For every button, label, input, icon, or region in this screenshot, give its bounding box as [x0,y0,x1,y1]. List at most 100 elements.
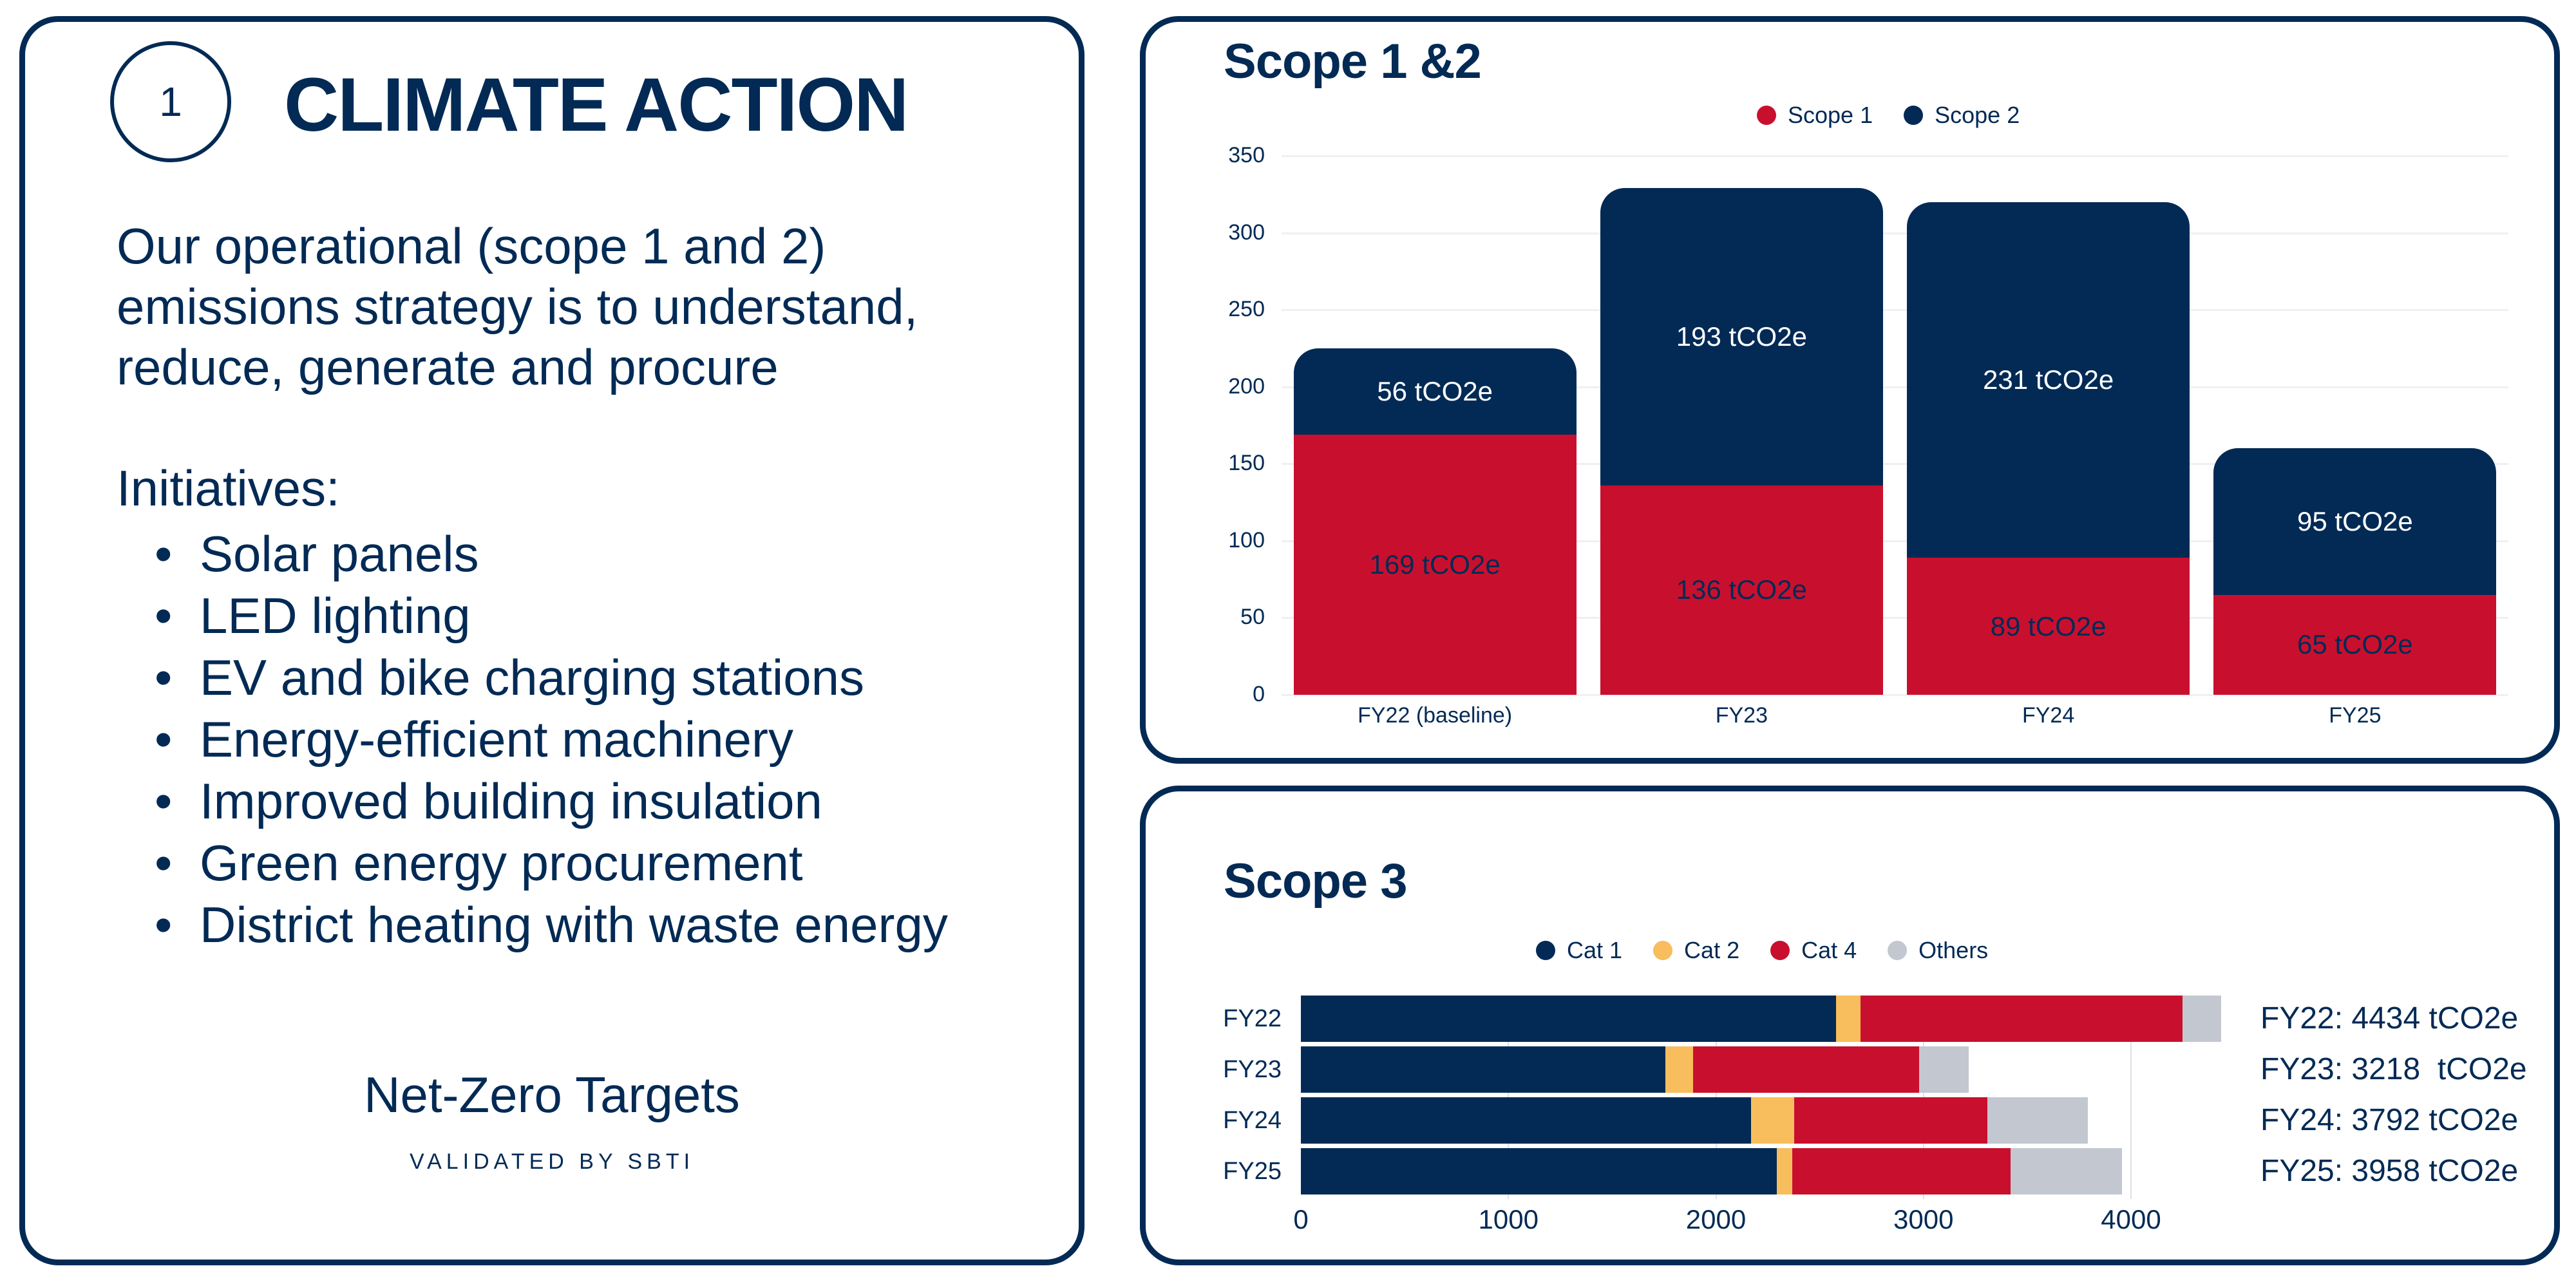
legend-swatch-icon [1653,941,1673,960]
data-label: 95 tCO2e [2297,505,2413,536]
bar-segment [1692,1046,1920,1093]
strategy-line: reduce, generate and procure [117,339,779,395]
legend-label: Cat 4 [1801,937,1857,963]
data-label: 65 tCO2e [2297,629,2413,660]
bullet-icon: • [155,525,173,582]
x-tick-label: 4000 [2101,1204,2161,1234]
initiative-label: Improved building insulation [200,773,822,829]
gridline [1282,232,2508,234]
bullet-icon: • [155,711,173,768]
legend-item: Cat 2 [1653,937,1739,964]
gridline [2130,996,2132,1199]
strategy-line: emissions strategy is to understand, [117,278,918,335]
x-tick-label: 0 [1293,1204,1309,1234]
legend-item: Others [1888,937,1988,964]
y-tick-label: 50 [1240,605,1265,630]
bar-stack: 169 tCO2e 56 tCO2e [1293,348,1577,695]
bar-segment [1861,996,2183,1042]
bar-segment [1794,1097,1988,1144]
y-tick-label: 350 [1228,143,1265,167]
initiative-item: • Green energy procurement [155,832,948,894]
scope12-title: Scope 1 &2 [1224,34,1482,89]
section-number-badge: 1 [110,41,231,162]
legend-label: Cat 2 [1684,937,1740,963]
gridline [1282,155,2508,157]
bar-segment: 89 tCO2e [1907,558,2190,695]
strategy-line: Our operational (scope 1 and 2) [117,218,826,274]
bar-segment [1665,1046,1693,1093]
y-tick-label: FY22 [1223,1005,1282,1032]
data-label: 89 tCO2e [1990,610,2107,641]
initiatives-label: Initiatives: [117,460,340,516]
x-tick-label: FY22 (baseline) [1358,703,1513,728]
bar-segment: 136 tCO2e [1600,485,1883,695]
initiative-label: District heating with waste energy [200,896,948,953]
y-tick-label: 0 [1253,682,1265,706]
legend-swatch-icon [1757,106,1776,125]
data-label: 56 tCO2e [1377,375,1493,406]
legend-item: Scope 1 [1757,102,1873,129]
y-tick-label: FY23 [1223,1056,1282,1083]
bar-segment: 193 tCO2e [1600,188,1883,486]
bar-segment [1776,1148,1793,1194]
bullet-icon: • [155,649,173,706]
initiative-item: • Improved building insulation [155,770,948,832]
bar-segment [1750,1097,1794,1144]
data-label: 169 tCO2e [1369,549,1501,580]
bullet-icon: • [155,773,173,829]
initiative-item: • Energy-efficient machinery [155,708,948,770]
initiative-label: Solar panels [200,525,479,582]
initiative-label: Energy-efficient machinery [200,711,793,768]
sbti-validation: VALIDATED BY SBTI [409,1149,695,1174]
legend-label: Others [1918,937,1989,963]
bar-segment [1301,996,1837,1042]
bar-segment [1836,996,1861,1042]
scope3-title: Scope 3 [1224,854,1407,909]
scope3-legend: Cat 1 Cat 2 Cat 4 Others [1536,937,2019,964]
net-zero-heading: Net-Zero Targets [364,1066,740,1123]
bar-segment [1301,1046,1665,1093]
gridline [1282,694,2508,696]
bar-stack: 89 tCO2e 231 tCO2e [1907,202,2190,695]
y-tick-label: 200 [1228,373,1265,399]
y-tick-label: 150 [1228,451,1265,476]
x-tick-label: FY23 [1715,703,1768,728]
x-tick-label: FY25 [2329,703,2382,728]
bar-segment: 65 tCO2e [2213,594,2497,695]
legend-item: Cat 4 [1770,937,1857,964]
initiative-item: • District heating with waste energy [155,894,948,956]
initiatives-list: • Solar panels • LED lighting • EV and bike c… [155,523,948,956]
legend-label: Scope 1 [1788,102,1873,128]
bullet-icon: • [155,896,173,953]
y-tick-label: 300 [1228,220,1265,245]
data-label: 136 tCO2e [1676,574,1807,605]
total-label: FY25: 3958 tCO2e [2260,1154,2519,1188]
bar-stack: 65 tCO2e 95 tCO2e [2213,448,2497,695]
initiative-item: • EV and bike charging stations [155,647,948,708]
climate-action-panel [19,16,1084,1265]
legend-swatch-icon [1770,941,1790,960]
initiative-label: LED lighting [200,587,471,644]
bar-segment: 231 tCO2e [1907,202,2190,558]
initiative-item: • LED lighting [155,585,948,647]
page-title: CLIMATE ACTION [284,62,909,147]
total-label: FY22: 4434 tCO2e [2260,1001,2519,1035]
y-tick-label: 100 [1228,527,1265,552]
gridline [1282,386,2508,388]
gridline [1282,463,2508,466]
bar-segment [1301,1148,1777,1194]
legend-item: Cat 1 [1536,937,1622,964]
x-tick-label: FY24 [2022,703,2075,728]
bar-segment: 95 tCO2e [2213,448,2497,595]
bar-segment [2182,996,2221,1042]
x-tick-label: 2000 [1685,1204,1747,1234]
bar-segment [1987,1097,2088,1144]
bar-segment [1792,1148,2011,1194]
x-tick-label: 3000 [1893,1204,1954,1234]
gridline [1282,309,2508,312]
data-label: 231 tCO2e [1983,364,2114,395]
scope12-legend: Scope 1 Scope 2 [1757,102,2050,129]
strategy-text: Our operational (scope 1 and 2) emission… [117,216,918,518]
initiative-label: EV and bike charging stations [200,649,864,706]
total-label: FY23: 3218 tCO2e [2260,1052,2527,1086]
